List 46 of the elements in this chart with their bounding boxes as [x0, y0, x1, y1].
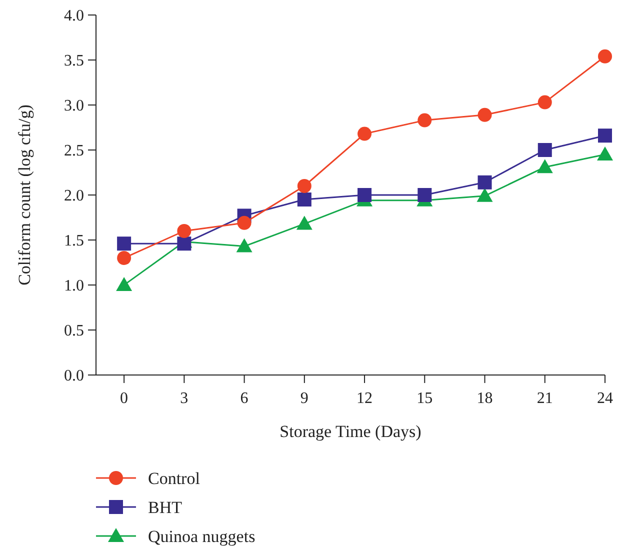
y-tick-label: 3.5 [64, 52, 84, 70]
point [296, 216, 312, 230]
y-tick-label: 1.0 [64, 278, 84, 295]
point [177, 224, 192, 238]
point [236, 238, 252, 252]
y-tick-label: 0.0 [64, 368, 84, 385]
point [297, 179, 312, 193]
y-tick-label: 0.5 [64, 322, 84, 340]
point [117, 251, 132, 265]
x-tick-label: 6 [240, 390, 248, 407]
x-tick-label: 12 [356, 390, 373, 407]
point [598, 49, 612, 64]
y-tick-label: 2.0 [64, 188, 84, 205]
x-tick-label: 15 [416, 390, 433, 407]
point [597, 146, 613, 160]
x-tick-label: 3 [180, 390, 188, 407]
y-tick-label: 4.0 [64, 8, 84, 25]
y-axis-title: Coliform count (log cfu/g) [15, 104, 34, 286]
point [478, 175, 492, 190]
point [237, 216, 252, 230]
x-axis-title: Storage Time (Days) [280, 422, 422, 441]
point [538, 143, 552, 157]
legend-label: BHT [148, 498, 183, 517]
x-tick-label: 18 [476, 390, 493, 407]
point [598, 128, 612, 143]
point [358, 188, 372, 202]
point [117, 236, 132, 251]
point [418, 113, 432, 128]
y-tick-label: 2.5 [64, 142, 84, 160]
point [418, 188, 432, 202]
x-tick-label: 0 [120, 390, 128, 407]
point [116, 277, 132, 291]
point [476, 188, 493, 202]
x-tick-label: 24 [597, 390, 613, 407]
y-tick-label: 3.0 [64, 98, 84, 115]
point [478, 108, 492, 122]
y-tick-label: 1.5 [64, 232, 84, 250]
point [358, 126, 372, 141]
legend-label: Control [148, 468, 200, 488]
x-tick-label: 9 [300, 390, 308, 407]
point [538, 95, 552, 110]
x-tick-label: 21 [536, 390, 553, 407]
point [536, 159, 553, 174]
point [297, 192, 312, 206]
point [177, 236, 192, 251]
legend-label: Quinoa nuggets [148, 526, 256, 546]
